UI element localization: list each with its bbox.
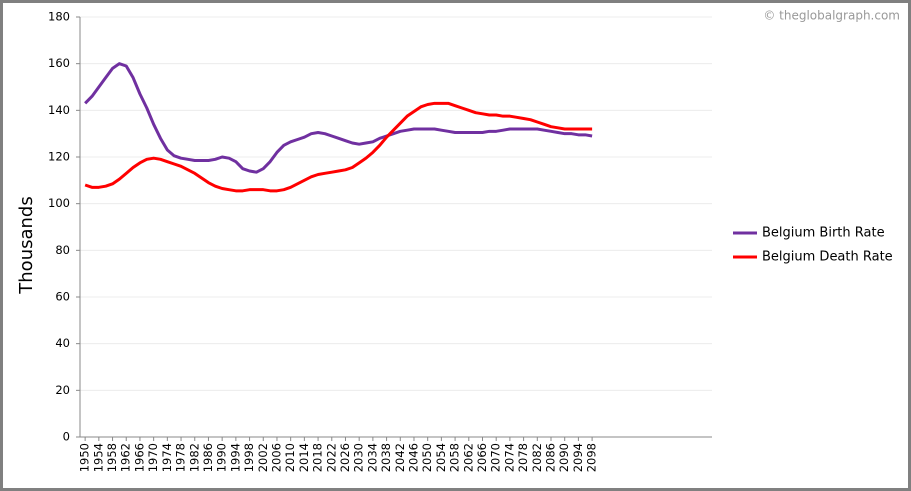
x-tick-label: 2018 <box>311 443 325 472</box>
x-tick-label: 2082 <box>530 443 544 472</box>
x-tick-label: 2022 <box>324 443 338 472</box>
y-tick-label: 0 <box>63 430 70 444</box>
y-tick-label: 100 <box>48 196 70 210</box>
line-series <box>84 101 593 193</box>
x-tick-label: 1978 <box>174 443 188 472</box>
x-tick-label: 2062 <box>461 443 475 472</box>
line-series <box>84 62 593 174</box>
x-tick-label: 1974 <box>160 443 174 472</box>
x-tick-label: 2038 <box>379 443 393 472</box>
x-tick-label: 2014 <box>297 443 311 472</box>
x-tick-label: 1998 <box>242 443 256 472</box>
y-tick-label: 140 <box>48 103 70 117</box>
x-tick-label: 2086 <box>544 443 558 472</box>
x-tick-label: 2034 <box>365 443 379 472</box>
x-tick-label: 1982 <box>187 443 201 472</box>
y-tick-label: 160 <box>48 56 70 70</box>
x-tick-label: 1962 <box>119 443 133 472</box>
x-tick-label: 2058 <box>448 443 462 472</box>
x-tick-label: 1990 <box>215 443 229 472</box>
x-tick-label: 2046 <box>406 443 420 472</box>
x-tick-label: 1966 <box>132 443 146 472</box>
x-tick-label: 2006 <box>269 443 283 472</box>
x-tick-label: 1954 <box>91 443 105 472</box>
x-tick-label: 2050 <box>420 443 434 472</box>
y-axis-label: Thousands <box>16 196 37 294</box>
x-tick-label: 2078 <box>516 443 530 472</box>
y-tick-label: 60 <box>55 290 70 304</box>
x-tick-label: 2054 <box>434 443 448 472</box>
legend-label: Belgium Death Rate <box>762 250 893 265</box>
legend-label: Belgium Birth Rate <box>762 226 885 241</box>
x-tick-label: 1986 <box>201 443 215 472</box>
y-tick-label: 180 <box>48 10 70 24</box>
x-tick-label: 1958 <box>105 443 119 472</box>
x-tick-label: 2074 <box>502 443 516 472</box>
x-tick-label: 2098 <box>585 443 599 472</box>
x-tick-label: 2042 <box>393 443 407 472</box>
x-tick-label: 2070 <box>489 443 503 472</box>
y-tick-label: 20 <box>55 383 70 397</box>
x-tick-label: 1970 <box>146 443 160 472</box>
x-tick-label: 2090 <box>557 443 571 472</box>
y-tick-label: 80 <box>55 243 70 257</box>
x-tick-label: 2010 <box>283 443 297 472</box>
x-tick-label: 1994 <box>228 443 242 472</box>
x-tick-label: 2026 <box>338 443 352 472</box>
y-tick-label: 120 <box>48 150 70 164</box>
x-tick-label: 2002 <box>256 443 270 472</box>
y-tick-label: 40 <box>55 336 70 350</box>
watermark: © theglobalgraph.com <box>763 9 900 23</box>
x-tick-label: 2030 <box>352 443 366 472</box>
x-tick-label: 2094 <box>571 443 585 472</box>
x-tick-label: 1950 <box>78 443 92 472</box>
x-tick-label: 2066 <box>475 443 489 472</box>
